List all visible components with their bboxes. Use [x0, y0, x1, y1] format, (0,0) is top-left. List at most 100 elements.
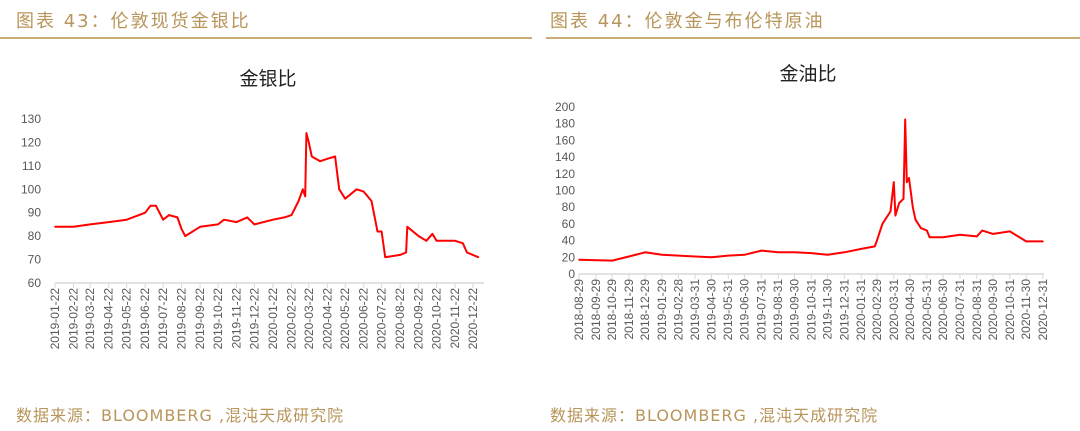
x-tick-label: 2018-09-29	[589, 279, 603, 341]
y-tick-label: 60	[562, 217, 576, 231]
data-point	[199, 225, 201, 228]
data-point	[326, 158, 329, 160]
data-point	[370, 200, 373, 202]
y-tick-label: 70	[28, 253, 42, 267]
data-point	[975, 235, 978, 238]
data-point	[290, 214, 293, 216]
data-point	[384, 256, 387, 259]
data-point	[1042, 240, 1044, 243]
x-tick-label: 2020-06-30	[936, 279, 950, 341]
y-tick-label: 120	[555, 167, 575, 181]
x-tick-label: 2019-06-30	[738, 279, 752, 341]
x-tick-label: 2019-07-31	[754, 279, 768, 341]
gold-oil-ratio-chart: 金油比 0 20 40 60 80 100 120 140 160 180 200 2018-08-2…	[555, 63, 1050, 340]
data-point	[477, 256, 480, 259]
x-tick-label: 2020-11-22	[448, 288, 462, 349]
x-tick-label: 2019-04-30	[704, 279, 718, 341]
x-tick-label: 2019-11-22	[230, 288, 244, 349]
y-tick-label: 80	[28, 229, 42, 243]
data-point	[125, 218, 128, 221]
data-point	[144, 211, 146, 214]
x-tick-label: 2018-10-29	[605, 279, 619, 341]
x-tick-label: 2020-06-22	[357, 288, 371, 350]
x-tick-label: 2020-09-22	[412, 288, 426, 350]
data-point	[168, 214, 170, 216]
x-tick-label: 2019-01-29	[655, 279, 669, 341]
data-point	[694, 255, 696, 258]
x-tick-label: 2020-04-30	[903, 279, 917, 341]
data-point	[246, 216, 249, 219]
data-point	[743, 253, 746, 256]
data-point	[338, 188, 341, 191]
y-tick-label: 130	[21, 112, 41, 126]
data-point	[217, 223, 219, 226]
x-tick-label: 2019-09-30	[787, 279, 801, 341]
y-tick-label: 120	[21, 135, 41, 149]
header-divider-right	[546, 37, 1080, 39]
data-point	[297, 200, 300, 202]
data-point	[355, 188, 358, 191]
data-point	[902, 198, 905, 200]
data-point	[860, 248, 862, 250]
data-point	[894, 214, 897, 217]
y-tick-label: 60	[28, 276, 42, 290]
data-point	[376, 230, 379, 233]
data-point	[305, 132, 308, 134]
data-point	[905, 181, 908, 183]
x-tick-label: 2020-12-22	[466, 288, 480, 350]
data-point	[611, 259, 613, 262]
data-point	[710, 256, 713, 259]
x-tick-label: 2020-11-30	[1019, 279, 1033, 340]
data-point	[881, 223, 884, 225]
data-point	[959, 233, 961, 236]
data-point	[54, 225, 56, 228]
x-tick-label: 2019-12-22	[247, 288, 261, 350]
data-point	[223, 218, 225, 221]
x-tick-label: 2019-11-30	[821, 279, 835, 340]
data-point	[162, 218, 164, 221]
gold-silver-ratio-chart: 金银比 60 70 80 90 100 110 120 130 2019-01-22 2019-0…	[21, 68, 484, 349]
x-tick-label: 2019-03-22	[83, 288, 97, 350]
data-point	[873, 245, 876, 248]
x-tick-label: 2019-07-22	[156, 288, 170, 350]
data-point	[149, 204, 152, 207]
x-tick-label: 2019-08-22	[175, 288, 189, 350]
data-point	[942, 236, 944, 239]
data-point	[911, 206, 914, 208]
data-point	[926, 229, 928, 232]
data-point	[914, 218, 917, 221]
data-point	[908, 177, 910, 179]
x-tick-label: 2019-09-22	[193, 288, 207, 350]
x-tick-label: 2020-09-30	[986, 279, 1000, 341]
x-tick-label: 2019-10-22	[211, 288, 225, 350]
y-tick-label: 40	[562, 234, 576, 248]
data-point	[793, 251, 796, 254]
x-tick-label: 2020-03-22	[302, 288, 316, 350]
data-point	[310, 155, 313, 158]
x-tick-label: 2020-04-22	[320, 288, 334, 350]
data-point	[454, 240, 456, 242]
y-tick-label: 200	[555, 100, 575, 114]
data-point	[578, 259, 580, 261]
y-tick-label: 90	[28, 206, 42, 220]
data-point	[406, 225, 409, 228]
data-point	[155, 204, 157, 207]
y-tick-label: 140	[555, 150, 575, 164]
data-point	[253, 223, 256, 226]
x-tick-label: 2020-10-22	[430, 288, 444, 350]
data-point	[843, 251, 846, 254]
source-note-right: 数据来源：BLOOMBERG ,混沌天成研究院	[550, 406, 879, 425]
x-tick-label: 2020-08-31	[970, 279, 984, 341]
x-tick-label: 2018-12-29	[638, 279, 652, 341]
data-point	[1017, 235, 1019, 238]
x-tick-label: 2020-01-31	[854, 279, 868, 341]
data-point	[283, 216, 286, 219]
x-tick-label: 2020-02-22	[284, 288, 298, 350]
x-tick-label: 2020-05-22	[338, 288, 352, 350]
x-tick-label: 2019-02-28	[671, 279, 685, 341]
data-point	[107, 221, 110, 223]
x-tick-label: 2019-02-22	[67, 288, 81, 350]
data-point	[399, 254, 401, 256]
source-note-left: 数据来源：BLOOMBERG ,混沌天成研究院	[16, 406, 345, 425]
